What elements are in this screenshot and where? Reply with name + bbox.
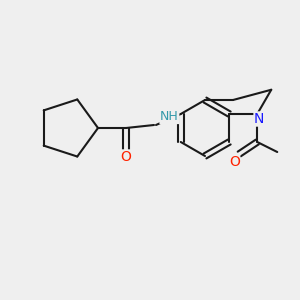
Text: NH: NH bbox=[160, 110, 179, 124]
Text: O: O bbox=[121, 150, 131, 164]
Text: O: O bbox=[229, 155, 240, 169]
Text: N: N bbox=[254, 112, 264, 126]
